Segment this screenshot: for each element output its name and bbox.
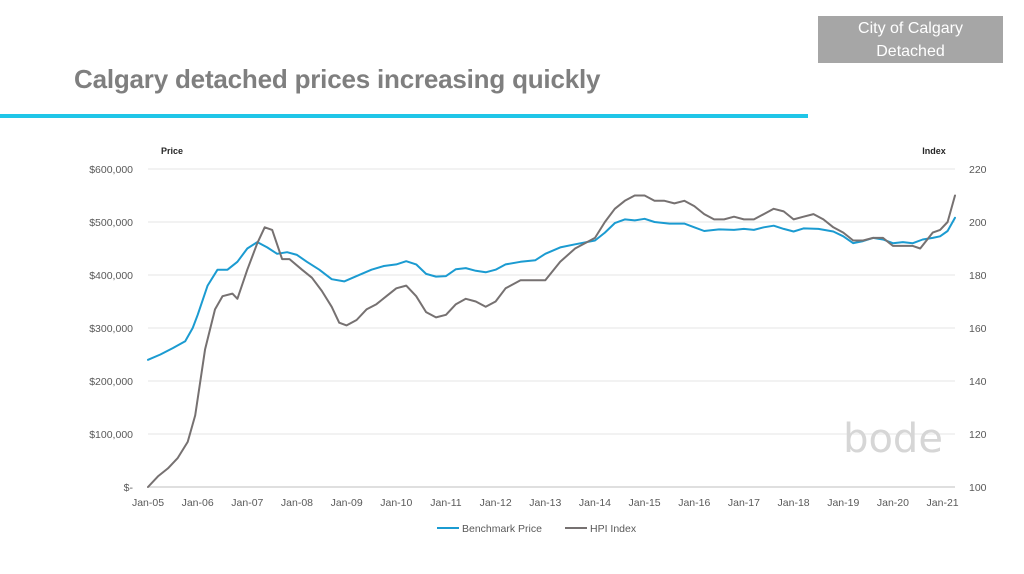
left-axis-tick-label: $300,000: [89, 323, 133, 335]
hpi-index-line: [147, 194, 956, 488]
x-axis-tick-label: Jan-16: [678, 497, 710, 509]
x-axis-tick-label: Jan-15: [629, 497, 661, 509]
x-axis-tick-label: Jan-06: [182, 497, 214, 509]
left-axis-tick-label: $-: [124, 482, 134, 494]
right-axis-tick-label: 140: [969, 376, 987, 388]
x-axis-tick-label: Jan-05: [132, 497, 164, 509]
right-axis-tick-label: 180: [969, 270, 987, 282]
region-badge: City of Calgary Detached: [818, 16, 1003, 63]
page-title: Calgary detached prices increasing quick…: [74, 64, 601, 94]
left-axis-tick-label: $500,000: [89, 217, 133, 229]
legend-hpi-label: HPI Index: [590, 523, 637, 535]
x-axis-tick-label: Jan-11: [430, 497, 461, 509]
x-axis-tick-label: Jan-14: [579, 497, 611, 509]
x-axis-tick-label: Jan-17: [728, 497, 760, 509]
chart-legend: Benchmark Price HPI Index: [437, 523, 637, 535]
x-axis-tick-label: Jan-18: [778, 497, 810, 509]
right-axis-title: Index: [922, 146, 946, 156]
region-badge-line2: Detached: [876, 43, 945, 60]
right-axis-tick-label: 220: [969, 164, 987, 176]
x-axis-tick-label: Jan-12: [480, 497, 512, 509]
x-axis-tick-label: Jan-19: [827, 497, 859, 509]
price-index-chart: $- $100,000 $200,000 $300,000 $400,000 $500,0…: [89, 146, 987, 535]
legend-benchmark-label: Benchmark Price: [462, 523, 542, 535]
x-axis-tick-label: Jan-09: [331, 497, 363, 509]
chart-series-lines: [147, 194, 956, 488]
x-axis-tick-label: Jan-08: [281, 497, 313, 509]
left-axis-tick-label: $200,000: [89, 376, 133, 388]
bode-logo: bode: [843, 416, 943, 462]
right-axis-tick-label: 160: [969, 323, 987, 335]
right-axis-tick-label: 100: [969, 482, 987, 494]
right-axis-tick-labels: 100 120 140 160 180 200 220: [969, 164, 987, 494]
x-axis-tick-label: Jan-21: [927, 497, 959, 509]
x-axis-tick-labels: Jan-05 Jan-06 Jan-07 Jan-08 Jan-09 Jan-10 Jan-…: [132, 497, 959, 509]
title-underline-rule: [0, 114, 808, 118]
x-axis-tick-label: Jan-10: [380, 497, 412, 509]
x-axis-tick-label: Jan-20: [877, 497, 909, 509]
left-axis-tick-label: $400,000: [89, 270, 133, 282]
region-badge-line1: City of Calgary: [858, 20, 963, 37]
left-axis-title: Price: [161, 146, 183, 156]
left-axis-tick-label: $100,000: [89, 429, 133, 441]
benchmark-price-line: [147, 216, 956, 361]
chart-gridlines: [148, 168, 955, 488]
left-axis-tick-labels: $- $100,000 $200,000 $300,000 $400,000 $500,0…: [89, 164, 133, 494]
left-axis-tick-label: $600,000: [89, 164, 133, 176]
x-axis-tick-label: Jan-07: [231, 497, 263, 509]
x-axis-tick-label: Jan-13: [529, 497, 561, 509]
right-axis-tick-label: 200: [969, 217, 987, 229]
right-axis-tick-label: 120: [969, 429, 987, 441]
